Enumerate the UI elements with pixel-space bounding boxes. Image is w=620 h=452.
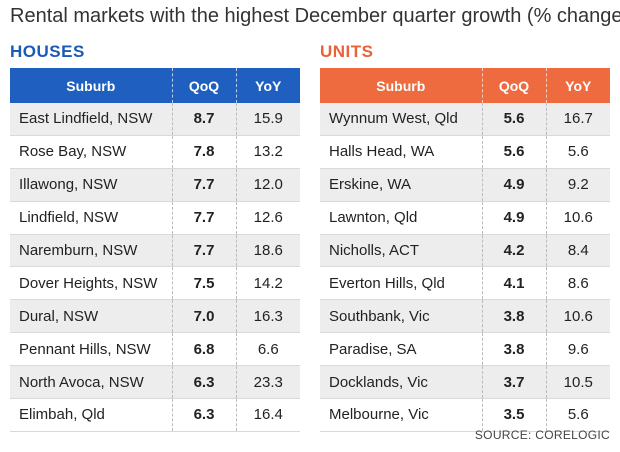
qoq-cell: 7.7 (171, 234, 236, 268)
suburb-cell: East Lindfield, NSW (10, 103, 172, 136)
suburb-cell: Dover Heights, NSW (10, 266, 172, 301)
qoq-cell: 4.9 (481, 201, 546, 235)
table-row: Dural, NSW 7.0 16.3 (10, 299, 300, 334)
table-row: Pennant Hills, NSW 6.8 6.6 (10, 332, 300, 367)
yoy-cell: 8.4 (545, 234, 610, 268)
qoq-cell: 6.3 (171, 365, 236, 400)
yoy-cell: 18.6 (235, 234, 300, 268)
yoy-cell: 16.3 (235, 299, 300, 334)
yoy-cell: 9.2 (545, 168, 610, 202)
qoq-cell: 5.6 (481, 135, 546, 169)
yoy-cell: 23.3 (235, 365, 300, 400)
page-title: Rental markets with the highest December… (10, 5, 620, 27)
suburb-cell: Lindfield, NSW (10, 201, 172, 235)
qoq-cell: 7.0 (171, 299, 236, 334)
yoy-cell: 15.9 (235, 103, 300, 136)
qoq-cell: 8.7 (171, 103, 236, 136)
table-row: Nicholls, ACT 4.2 8.4 (320, 234, 610, 268)
yoy-cell: 8.6 (545, 266, 610, 301)
units-table: Suburb QoQ YoY Wynnum West, Qld 5.6 16.7 H… (320, 68, 610, 432)
table-row: Illawong, NSW 7.7 12.0 (10, 168, 300, 202)
yoy-cell: 16.7 (545, 103, 610, 136)
qoq-cell: 4.2 (481, 234, 546, 268)
table-row: East Lindfield, NSW 8.7 15.9 (10, 103, 300, 136)
column-header-suburb: Suburb (320, 68, 482, 103)
suburb-cell: Naremburn, NSW (10, 234, 172, 268)
qoq-cell: 3.8 (481, 332, 546, 367)
column-header-yoy: YoY (235, 68, 300, 103)
qoq-cell: 7.7 (171, 168, 236, 202)
table-row: Rose Bay, NSW 7.8 13.2 (10, 135, 300, 169)
suburb-cell: Halls Head, WA (320, 135, 482, 169)
qoq-cell: 4.1 (481, 266, 546, 301)
qoq-cell: 3.8 (481, 299, 546, 334)
suburb-cell: Wynnum West, Qld (320, 103, 482, 136)
yoy-cell: 5.6 (545, 135, 610, 169)
table-row: Naremburn, NSW 7.7 18.6 (10, 234, 300, 268)
table-row: Dover Heights, NSW 7.5 14.2 (10, 266, 300, 301)
suburb-cell: Erskine, WA (320, 168, 482, 202)
qoq-cell: 5.6 (481, 103, 546, 136)
suburb-cell: Nicholls, ACT (320, 234, 482, 268)
suburb-cell: North Avoca, NSW (10, 365, 172, 400)
suburb-cell: Paradise, SA (320, 332, 482, 367)
suburb-cell: Dural, NSW (10, 299, 172, 334)
yoy-cell: 13.2 (235, 135, 300, 169)
suburb-cell: Docklands, Vic (320, 365, 482, 400)
yoy-cell: 10.6 (545, 299, 610, 334)
yoy-cell: 12.6 (235, 201, 300, 235)
yoy-cell: 9.6 (545, 332, 610, 367)
suburb-cell: Everton Hills, Qld (320, 266, 482, 301)
suburb-cell: Rose Bay, NSW (10, 135, 172, 169)
table-header-row: Suburb QoQ YoY (10, 68, 300, 103)
yoy-cell: 16.4 (235, 398, 300, 432)
table-row: Melbourne, Vic 3.5 5.6 (320, 398, 610, 432)
suburb-cell: Elimbah, Qld (10, 398, 172, 432)
qoq-cell: 7.8 (171, 135, 236, 169)
table-header-row: Suburb QoQ YoY (320, 68, 610, 103)
table-row: Lindfield, NSW 7.7 12.6 (10, 201, 300, 235)
column-header-suburb: Suburb (10, 68, 172, 103)
houses-section-label: HOUSES (10, 42, 85, 61)
source-note: SOURCE: CORELOGIC (474, 428, 610, 442)
yoy-cell: 10.6 (545, 201, 610, 235)
qoq-cell: 7.5 (171, 266, 236, 301)
table-row: Wynnum West, Qld 5.6 16.7 (320, 103, 610, 136)
qoq-cell: 6.3 (171, 398, 236, 432)
suburb-cell: Illawong, NSW (10, 168, 172, 202)
column-header-qoq: QoQ (171, 68, 236, 103)
table-row: Lawnton, Qld 4.9 10.6 (320, 201, 610, 235)
column-header-yoy: YoY (545, 68, 610, 103)
qoq-cell: 3.7 (481, 365, 546, 400)
suburb-cell: Pennant Hills, NSW (10, 332, 172, 367)
qoq-cell: 3.5 (481, 398, 546, 432)
yoy-cell: 6.6 (235, 332, 300, 367)
table-row: Paradise, SA 3.8 9.6 (320, 332, 610, 367)
yoy-cell: 5.6 (545, 398, 610, 432)
table-row: North Avoca, NSW 6.3 23.3 (10, 365, 300, 400)
yoy-cell: 10.5 (545, 365, 610, 400)
houses-table: Suburb QoQ YoY East Lindfield, NSW 8.7 15.… (10, 68, 300, 432)
table-row: Erskine, WA 4.9 9.2 (320, 168, 610, 202)
table-row: Everton Hills, Qld 4.1 8.6 (320, 266, 610, 301)
suburb-cell: Lawnton, Qld (320, 201, 482, 235)
qoq-cell: 7.7 (171, 201, 236, 235)
yoy-cell: 12.0 (235, 168, 300, 202)
table-row: Docklands, Vic 3.7 10.5 (320, 365, 610, 400)
table-row: Elimbah, Qld 6.3 16.4 (10, 398, 300, 432)
table-row: Southbank, Vic 3.8 10.6 (320, 299, 610, 334)
table-row: Halls Head, WA 5.6 5.6 (320, 135, 610, 169)
units-section-label: UNITS (320, 42, 374, 61)
yoy-cell: 14.2 (235, 266, 300, 301)
suburb-cell: Southbank, Vic (320, 299, 482, 334)
column-header-qoq: QoQ (481, 68, 546, 103)
suburb-cell: Melbourne, Vic (320, 398, 482, 432)
qoq-cell: 6.8 (171, 332, 236, 367)
qoq-cell: 4.9 (481, 168, 546, 202)
